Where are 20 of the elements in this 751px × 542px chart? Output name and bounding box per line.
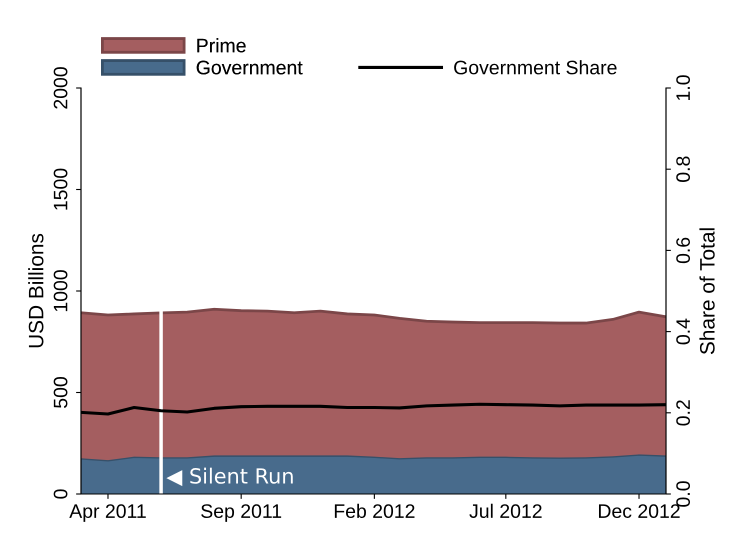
- y-tick-label: 1000: [54, 270, 68, 312]
- y-axis-title: USD Billions: [28, 234, 44, 348]
- legend-label: Government: [196, 60, 303, 74]
- x-tick-label: Feb 2012: [334, 504, 414, 518]
- y-tick-label: 1500: [54, 168, 68, 210]
- y2-tick-label: 1.0: [676, 75, 690, 100]
- y2-tick-label: 0.8: [676, 156, 690, 182]
- ref-line-label: ◀ Silent Run: [166, 468, 293, 486]
- y2-tick-label: 0.2: [676, 400, 690, 426]
- x-tick-label: Sep 2011: [201, 504, 282, 522]
- y2-tick-label: 0.6: [676, 238, 690, 264]
- legend-label: Prime: [197, 38, 246, 52]
- x-tick-label: Apr 2011: [69, 504, 146, 522]
- y-tick-label: 500: [54, 377, 68, 408]
- x-tick-label: Jul 2012: [469, 504, 542, 518]
- y2-axis-title: Share of Total: [699, 228, 715, 354]
- y2-tick-label: 0.4: [676, 318, 690, 344]
- legend-label: Government Share: [454, 60, 617, 74]
- y-tick-label: 0: [54, 489, 68, 499]
- y-tick-label: 2000: [54, 67, 68, 109]
